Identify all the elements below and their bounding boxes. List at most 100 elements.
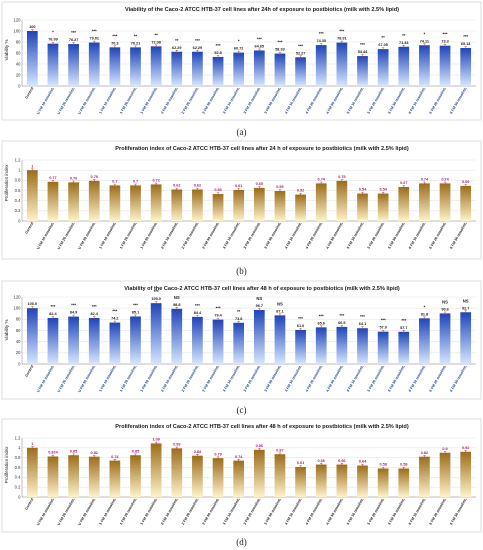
data-label: 0.84 [194,450,202,454]
data-label: 0.92 [462,446,469,450]
bar [150,46,162,86]
y-tick-label: 20 [16,72,21,77]
data-label: 76.99 [48,38,58,42]
bar [88,456,100,497]
bar [109,47,121,86]
significance-mark: *** [216,306,221,311]
bar [130,455,141,497]
data-label: 1.09 [152,438,159,442]
chart-title: Proliferation index of Caco-2 ATCC HTB-3… [115,146,409,152]
bar [460,451,472,497]
data-label: 0.58 [379,463,386,467]
bar [130,47,141,86]
bar [68,182,79,221]
data-label: 0.62 [194,184,201,188]
data-label: 0.85 [132,449,139,453]
y-tick-label: 100 [14,28,22,33]
data-label: 70.21 [131,41,141,45]
y-tick-label: 1.2 [15,157,21,162]
bar [212,319,224,364]
bar [398,468,410,497]
bar [377,193,389,221]
y-tick-label: 60 [16,50,21,55]
significance-mark: * [424,31,426,36]
data-label: 76.27 [69,38,79,42]
data-label: 71.33 [399,41,409,45]
significance-mark: ** [237,309,241,314]
data-label: 1 [31,442,33,446]
bar [68,316,79,364]
data-label: 62.29 [172,46,182,50]
data-label: 84.4 [194,311,202,315]
data-label: 0.96 [256,444,263,448]
significance-mark: *** [443,32,448,37]
data-label: 0.74 [235,455,243,459]
chart-title: Viability of the Caco-2 ATCC HTB-37 cell… [125,7,399,13]
significance-mark: *** [112,33,117,38]
bar [171,189,183,221]
y-axis-label: Viability % [4,39,9,60]
significance-mark: *** [92,29,97,34]
significance-mark: *** [278,40,283,45]
data-label: 0.7 [112,180,117,184]
bar [233,460,245,497]
y-tick-label: 40 [16,339,21,344]
bar [233,189,245,221]
data-label: 0.9 [442,447,447,451]
bar [274,53,286,86]
chart-title: Proliferation index of Caco-2 ATCC HTB-3… [115,424,409,430]
significance-mark: *** [195,303,200,308]
significance-mark: *** [463,34,468,39]
data-label: 52.8 [214,51,221,55]
y-tick-label: 0.4 [15,198,21,203]
data-label: 0.74 [318,178,326,182]
bar [47,43,59,86]
bar [192,51,203,86]
bar [295,329,306,364]
significance-mark: * [424,304,426,309]
bar [274,315,286,364]
y-tick-label: 0 [18,83,21,88]
data-label: 69.14 [461,42,471,46]
panel-d: Proliferation index of Caco-2 ATCC HTB-3… [1,418,482,533]
data-label: 0.61 [297,461,304,465]
data-label: 0.82 [91,451,98,455]
bar [315,327,327,364]
significance-mark: ** [175,38,179,43]
y-axis-label: Proliferation index [4,446,9,483]
data-label: 0.824 [48,451,58,455]
data-label: 0.66 [318,459,325,463]
bar [460,47,472,86]
data-label: 73.3 [441,40,448,44]
bar [212,194,224,221]
bar [377,468,389,497]
y-tick-label: 0 [18,218,21,223]
bar [336,180,348,221]
data-label: 0.99 [173,443,180,447]
panel-b: Proliferation index of Caco-2 ATCC HTB-3… [1,140,482,260]
data-label: 96.7 [256,304,263,308]
bar [253,187,265,221]
data-label: 82.4 [91,312,99,316]
bar [295,194,306,221]
significance-mark: ** [155,32,159,37]
y-tick-label: 0.8 [15,455,21,460]
significance-mark: NS [277,301,283,306]
bar [419,45,430,86]
y-tick-label: 120 [14,294,22,299]
bar [439,452,451,497]
data-label: 74.11 [420,39,429,43]
y-tick-label: 1.2 [15,435,21,440]
bar [47,317,59,364]
bar [68,455,79,497]
data-label: 57.9 [379,326,386,330]
data-label: 0.74 [421,178,429,182]
data-label: 0.87 [276,448,283,452]
y-tick-label: 40 [16,61,21,66]
data-label: 62.29 [193,46,203,50]
panel-c: Viability of the Caco-2 ATCC HTB-37 cell… [1,280,482,400]
data-label: 0.74 [441,178,449,182]
panel-label-a: (a) [237,127,247,137]
data-label: 70.3 [111,41,118,45]
